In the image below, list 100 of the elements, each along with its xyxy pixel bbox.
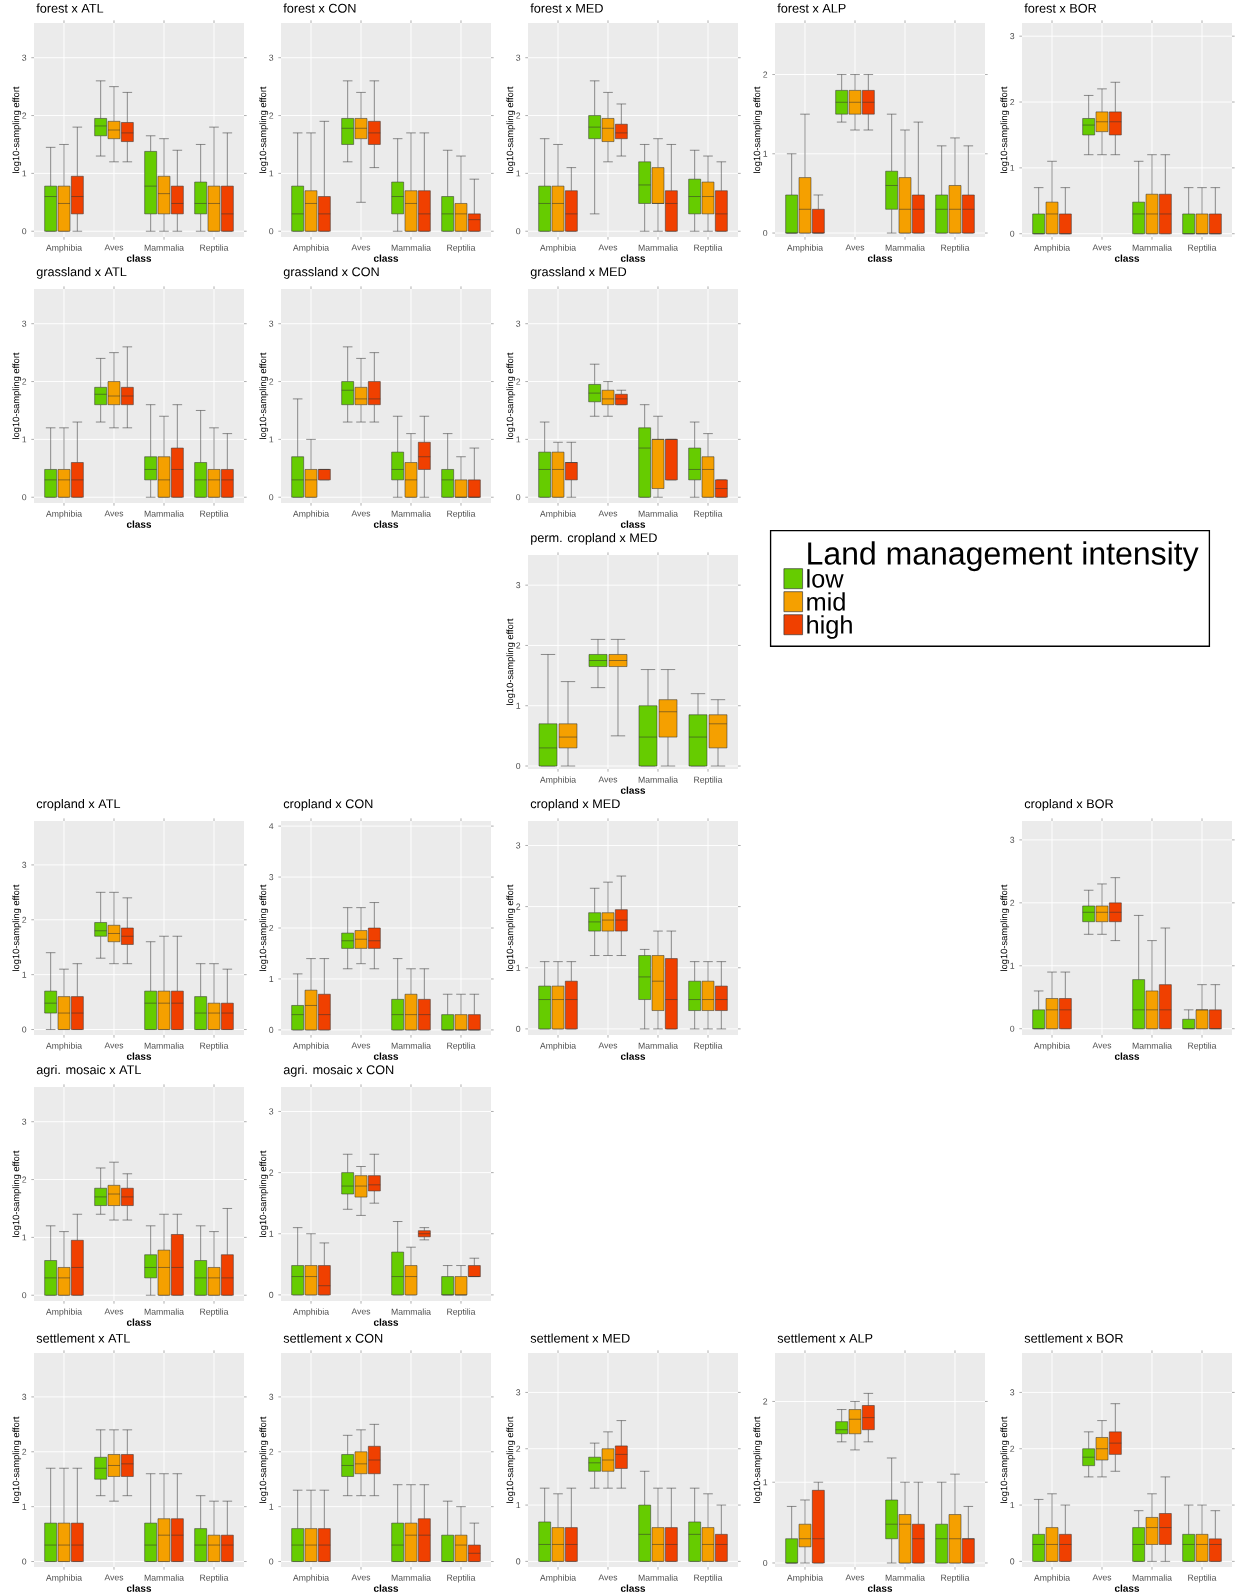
x-tick-label: Amphibia bbox=[292, 1308, 330, 1317]
chart-title: cropland x BOR bbox=[1024, 798, 1114, 811]
x-axis-title: class bbox=[620, 520, 646, 528]
y-tick-label: 2 bbox=[516, 112, 521, 119]
y-tick-label: 2 bbox=[516, 378, 521, 385]
y-tick-label: 0 bbox=[22, 494, 27, 501]
x-tick-label: Amphibia bbox=[45, 1574, 83, 1583]
y-axis-title: log10-sampling effort bbox=[506, 618, 516, 705]
chart-title: grassland x CON bbox=[283, 266, 379, 279]
x-tick-label: Reptilia bbox=[447, 244, 476, 253]
x-tick-label: Amphibia bbox=[539, 1574, 577, 1583]
x-tick-label: Aves bbox=[351, 244, 371, 251]
y-tick-label: 0 bbox=[269, 1558, 274, 1565]
y-tick-label: 2 bbox=[516, 642, 521, 649]
x-axis-title: class bbox=[1114, 1052, 1140, 1060]
y-tick-label: 1 bbox=[516, 170, 521, 177]
y-tick-label: 3 bbox=[516, 320, 521, 327]
x-tick-label: Reptilia bbox=[200, 1308, 229, 1317]
y-tick-label: 2 bbox=[1010, 899, 1015, 906]
x-tick-label: Amphibia bbox=[539, 1042, 577, 1051]
x-tick-label: Mammalia bbox=[638, 244, 678, 251]
x-axis-title: class bbox=[126, 254, 152, 262]
x-axis-title: class bbox=[373, 1318, 399, 1326]
chart-title: agri. mosaic x ATL bbox=[36, 1064, 141, 1077]
x-tick-label: Mammalia bbox=[638, 776, 678, 783]
x-tick-label: Amphibia bbox=[292, 1042, 330, 1051]
x-tick-label: Amphibia bbox=[1033, 1574, 1071, 1583]
x-tick-label: Amphibia bbox=[1033, 1042, 1071, 1051]
x-tick-label: Reptilia bbox=[1188, 244, 1217, 253]
x-axis-title: class bbox=[620, 1584, 646, 1592]
x-tick-label: Reptilia bbox=[694, 1042, 723, 1051]
y-tick-label: 3 bbox=[269, 320, 274, 327]
y-axis-title: log10-sampling effort bbox=[12, 884, 22, 971]
y-tick-label: 2 bbox=[269, 378, 274, 385]
chart-title: forest x BOR bbox=[1024, 3, 1097, 13]
y-tick-label: 2 bbox=[269, 924, 274, 932]
x-axis-title: class bbox=[373, 1584, 399, 1592]
chart-title: settlement x MED bbox=[530, 1333, 630, 1343]
y-tick-label: 3 bbox=[516, 582, 521, 589]
y-axis-title: log10-sampling effort bbox=[753, 1416, 763, 1503]
x-tick-label: Reptilia bbox=[694, 1574, 723, 1583]
x-tick-label: Aves bbox=[1092, 1574, 1112, 1581]
y-axis-title: log10-sampling effort bbox=[259, 884, 269, 971]
x-tick-label: Aves bbox=[598, 510, 618, 517]
x-tick-label: Mammalia bbox=[1132, 1042, 1172, 1049]
y-tick-label: 0 bbox=[22, 1558, 27, 1565]
x-tick-label: Reptilia bbox=[200, 1042, 229, 1051]
y-tick-label: 0 bbox=[1010, 1025, 1015, 1032]
x-tick-label: Aves bbox=[351, 1574, 371, 1581]
x-tick-label: Reptilia bbox=[447, 1308, 476, 1317]
y-tick-label: 0 bbox=[1010, 230, 1015, 237]
chart-title: forest x ATL bbox=[36, 3, 104, 13]
chart-title: forest x CON bbox=[283, 3, 356, 13]
x-tick-label: Reptilia bbox=[200, 510, 229, 519]
y-tick-label: 2 bbox=[1010, 1445, 1015, 1452]
x-tick-label: Mammalia bbox=[638, 510, 678, 517]
y-tick-label: 3 bbox=[516, 54, 521, 61]
x-tick-label: Mammalia bbox=[144, 510, 184, 517]
x-axis-title: class bbox=[373, 520, 399, 528]
x-tick-label: Amphibia bbox=[786, 1574, 824, 1583]
y-tick-label: 3 bbox=[1010, 1389, 1015, 1396]
x-axis-title: class bbox=[620, 1052, 646, 1060]
y-tick-label: 3 bbox=[22, 54, 27, 61]
x-tick-label: Aves bbox=[598, 244, 618, 251]
x-tick-label: Mammalia bbox=[391, 1042, 431, 1049]
x-axis-title: class bbox=[620, 254, 646, 262]
x-tick-label: Mammalia bbox=[1132, 244, 1172, 251]
y-tick-label: 1 bbox=[516, 436, 521, 443]
y-tick-label: 3 bbox=[516, 1389, 521, 1396]
x-tick-label: Reptilia bbox=[941, 244, 970, 253]
x-tick-label: Mammalia bbox=[885, 1574, 925, 1581]
legend-label: high bbox=[807, 615, 852, 639]
y-tick-label: 2 bbox=[269, 1169, 274, 1176]
y-tick-label: 3 bbox=[1010, 836, 1015, 843]
y-tick-label: 0 bbox=[763, 229, 768, 237]
y-tick-label: 2 bbox=[516, 903, 521, 910]
chart-title: settlement x BOR bbox=[1024, 1333, 1123, 1343]
x-tick-label: Mammalia bbox=[391, 1308, 431, 1315]
legend-label: low bbox=[807, 569, 844, 588]
x-tick-label: Reptilia bbox=[1188, 1042, 1217, 1051]
x-tick-label: Reptilia bbox=[694, 510, 723, 519]
y-tick-label: 0 bbox=[269, 228, 274, 235]
x-tick-label: Reptilia bbox=[941, 1574, 970, 1583]
y-tick-label: 2 bbox=[22, 1176, 27, 1183]
x-tick-label: Amphibia bbox=[45, 244, 83, 253]
x-tick-label: Reptilia bbox=[447, 1574, 476, 1583]
x-axis-title: class bbox=[126, 520, 152, 528]
y-axis-title: log10-sampling effort bbox=[12, 1416, 22, 1503]
y-tick-label: 3 bbox=[22, 1118, 27, 1125]
y-tick-label: 1 bbox=[763, 1479, 768, 1486]
y-tick-label: 1 bbox=[269, 975, 274, 982]
y-tick-label: 3 bbox=[22, 320, 27, 327]
x-axis-title: class bbox=[126, 1584, 152, 1592]
y-tick-label: 1 bbox=[1010, 164, 1015, 171]
x-tick-label: Aves bbox=[351, 510, 371, 517]
x-tick-label: Mammalia bbox=[391, 1574, 431, 1581]
y-tick-label: 0 bbox=[269, 1291, 274, 1298]
y-axis-title: log10-sampling effort bbox=[12, 1150, 22, 1237]
x-tick-label: Reptilia bbox=[694, 244, 723, 253]
x-tick-label: Amphibia bbox=[45, 1308, 83, 1317]
